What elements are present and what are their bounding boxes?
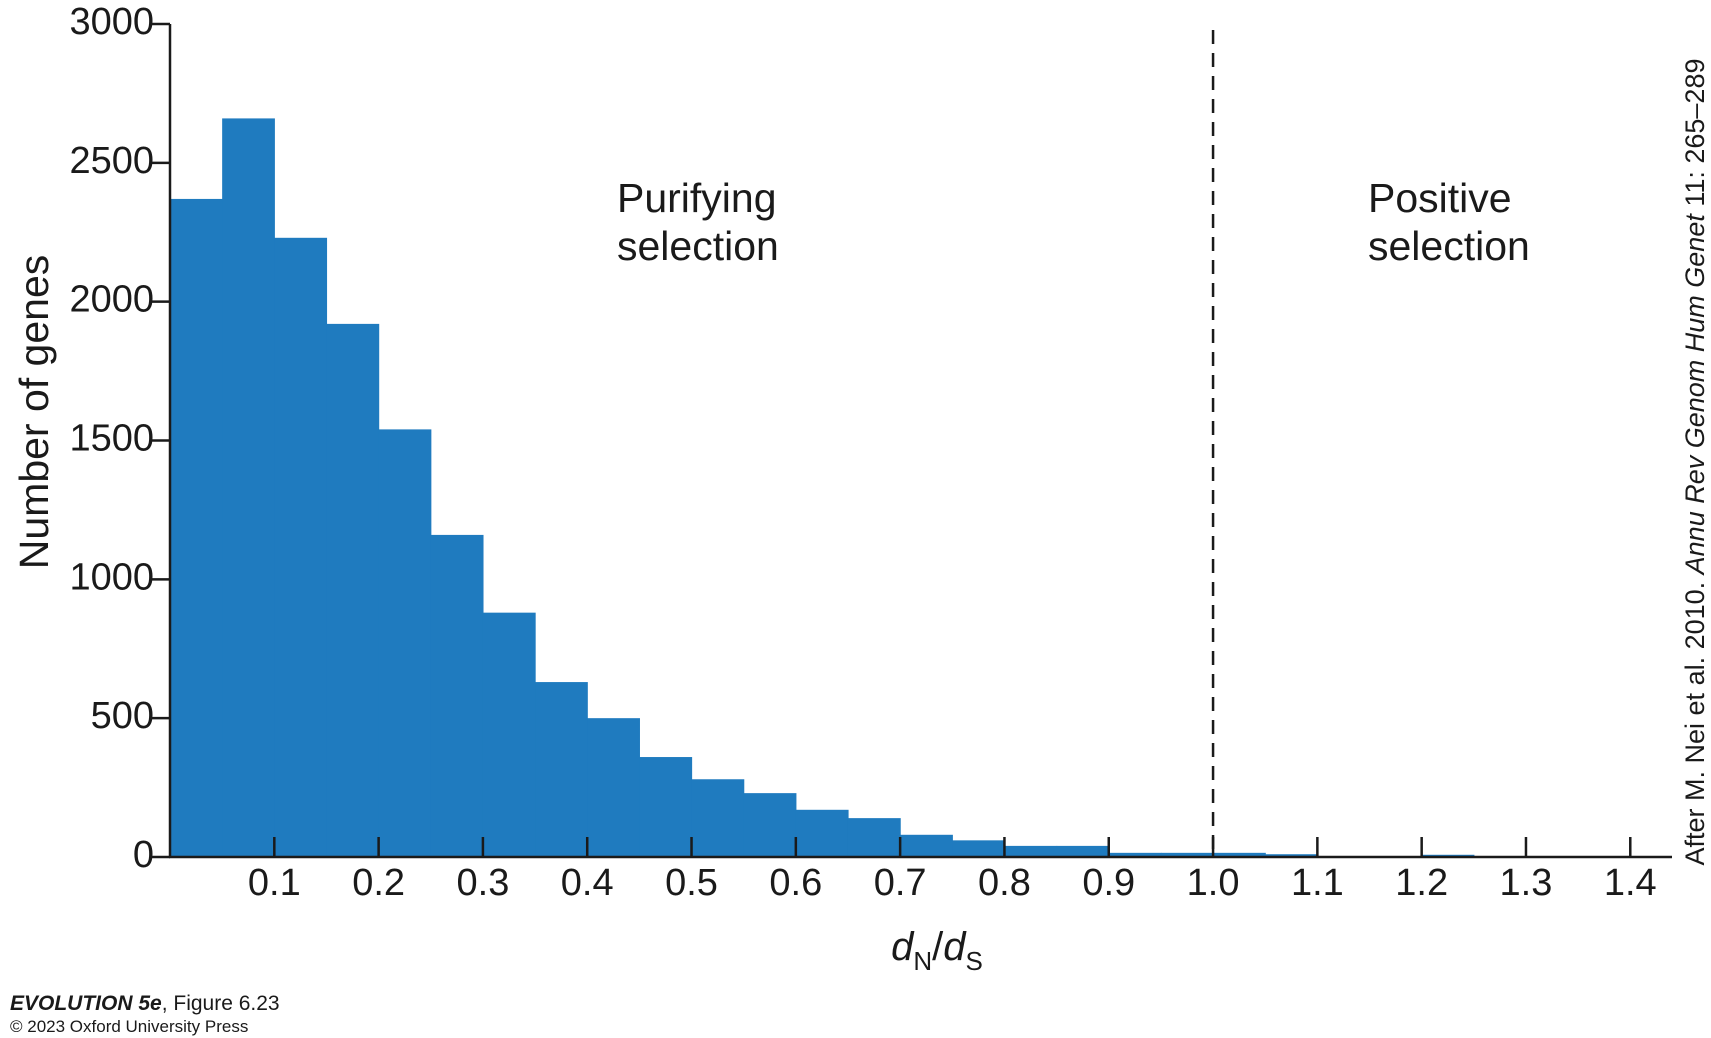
- x-axis-label: dN/dS: [891, 925, 983, 976]
- x-tick-label: 0.8: [978, 862, 1031, 904]
- x-tick-label: 0.3: [457, 862, 510, 904]
- y-tick-label: 500: [91, 695, 154, 737]
- y-tick-label: 3000: [69, 1, 154, 43]
- x-tick-label: 1.4: [1604, 862, 1657, 904]
- histogram-bar: [587, 718, 640, 857]
- positive-annotation: Positive selection: [1368, 175, 1530, 269]
- histogram-bar: [952, 840, 1006, 857]
- x-tick-label: 1.3: [1500, 862, 1553, 904]
- credit-prefix: After M. Nei et al. 2010.: [1680, 574, 1710, 865]
- x-label-sub2: S: [966, 946, 983, 976]
- histogram-bar: [1004, 845, 1058, 857]
- x-tick-label: 0.4: [561, 862, 614, 904]
- histogram-bar: [535, 682, 588, 857]
- histogram-bar: [1056, 845, 1110, 857]
- positive-line-2: selection: [1368, 223, 1530, 269]
- x-tick-label: 0.2: [352, 862, 405, 904]
- histogram-bar: [482, 612, 536, 857]
- x-tick-label: 0.1: [248, 862, 301, 904]
- histogram-bar: [222, 118, 275, 857]
- histogram-bar: [1108, 852, 1162, 857]
- y-tick-label: 2500: [69, 140, 154, 182]
- y-axis-label: Number of genes: [11, 255, 57, 570]
- histogram-bar: [900, 834, 953, 857]
- book-title: EVOLUTION 5e: [10, 992, 162, 1015]
- x-label-d1: d: [891, 925, 915, 969]
- x-tick-label: 1.2: [1395, 862, 1448, 904]
- histogram-bar: [743, 793, 797, 857]
- histogram-bar: [274, 237, 328, 857]
- x-tick-label: 1.0: [1187, 862, 1240, 904]
- histogram-bar: [691, 779, 745, 857]
- histogram-bar: [795, 809, 849, 857]
- histogram-bar: [1213, 852, 1266, 857]
- histogram-bar: [378, 429, 432, 857]
- purifying-line-1: Purifying: [617, 175, 777, 221]
- x-label-sub1: N: [913, 946, 932, 976]
- y-tick-label: 0: [133, 834, 154, 876]
- histogram-bar: [1160, 852, 1214, 857]
- figure-number: , Figure 6.23: [161, 992, 280, 1015]
- histogram-bar: [847, 818, 901, 857]
- histogram-bar: [1265, 854, 1318, 857]
- credit-journal: Annu Rev Genom Hum Genet: [1680, 213, 1710, 577]
- x-tick-label: 0.7: [874, 862, 927, 904]
- x-tick-label: 0.9: [1082, 862, 1135, 904]
- y-tick-label: 2000: [69, 279, 154, 321]
- y-tick-label: 1500: [69, 418, 154, 460]
- histogram-bar: [170, 198, 223, 857]
- purifying-annotation: Purifying selection: [617, 175, 788, 269]
- figure-caption: EVOLUTION 5e, Figure 6.23: [10, 992, 280, 1016]
- histogram-bar: [430, 534, 484, 857]
- x-ticks-group: 0.1 0.2 0.3 0.4 0.5 0.6 0.7 0.8 0.9 1.0 1.1 1.2 1.3 1…: [248, 837, 1657, 904]
- positive-line-1: Positive: [1368, 175, 1512, 221]
- credit-suffix: 11: 265–289: [1680, 59, 1710, 215]
- x-label-slash: /: [932, 925, 944, 969]
- histogram-bar: [639, 757, 693, 857]
- x-tick-label: 0.5: [665, 862, 718, 904]
- x-tick-label: 0.6: [769, 862, 822, 904]
- purifying-line-2: selection: [617, 223, 779, 269]
- copyright-notice: © 2023 Oxford University Press: [10, 1017, 249, 1036]
- bars-group: [170, 118, 1475, 857]
- y-tick-label: 1000: [69, 556, 154, 598]
- x-label-d2: d: [943, 925, 967, 969]
- x-tick-label: 1.1: [1291, 862, 1344, 904]
- y-ticks-group: 0 500 1000 1500 2000 2500 3000: [69, 1, 170, 876]
- histogram-bar: [326, 323, 380, 857]
- source-credit: After M. Nei et al. 2010. Annu Rev Genom…: [1680, 59, 1710, 866]
